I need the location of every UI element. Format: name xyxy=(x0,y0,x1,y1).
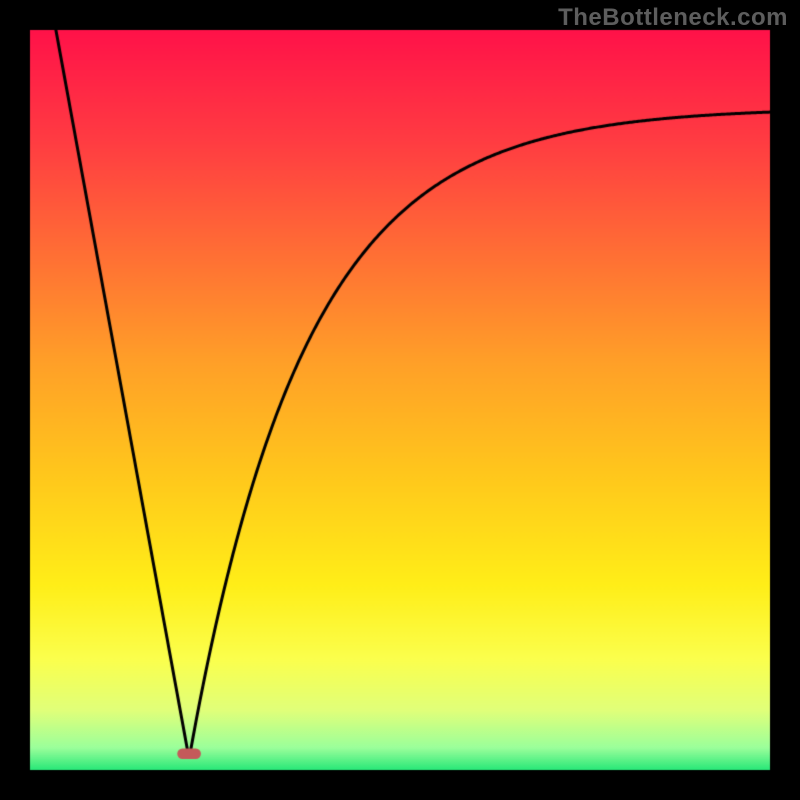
chart-frame: TheBottleneck.com xyxy=(0,0,800,800)
bottleneck-chart-canvas xyxy=(0,0,800,800)
watermark-text: TheBottleneck.com xyxy=(558,4,788,32)
